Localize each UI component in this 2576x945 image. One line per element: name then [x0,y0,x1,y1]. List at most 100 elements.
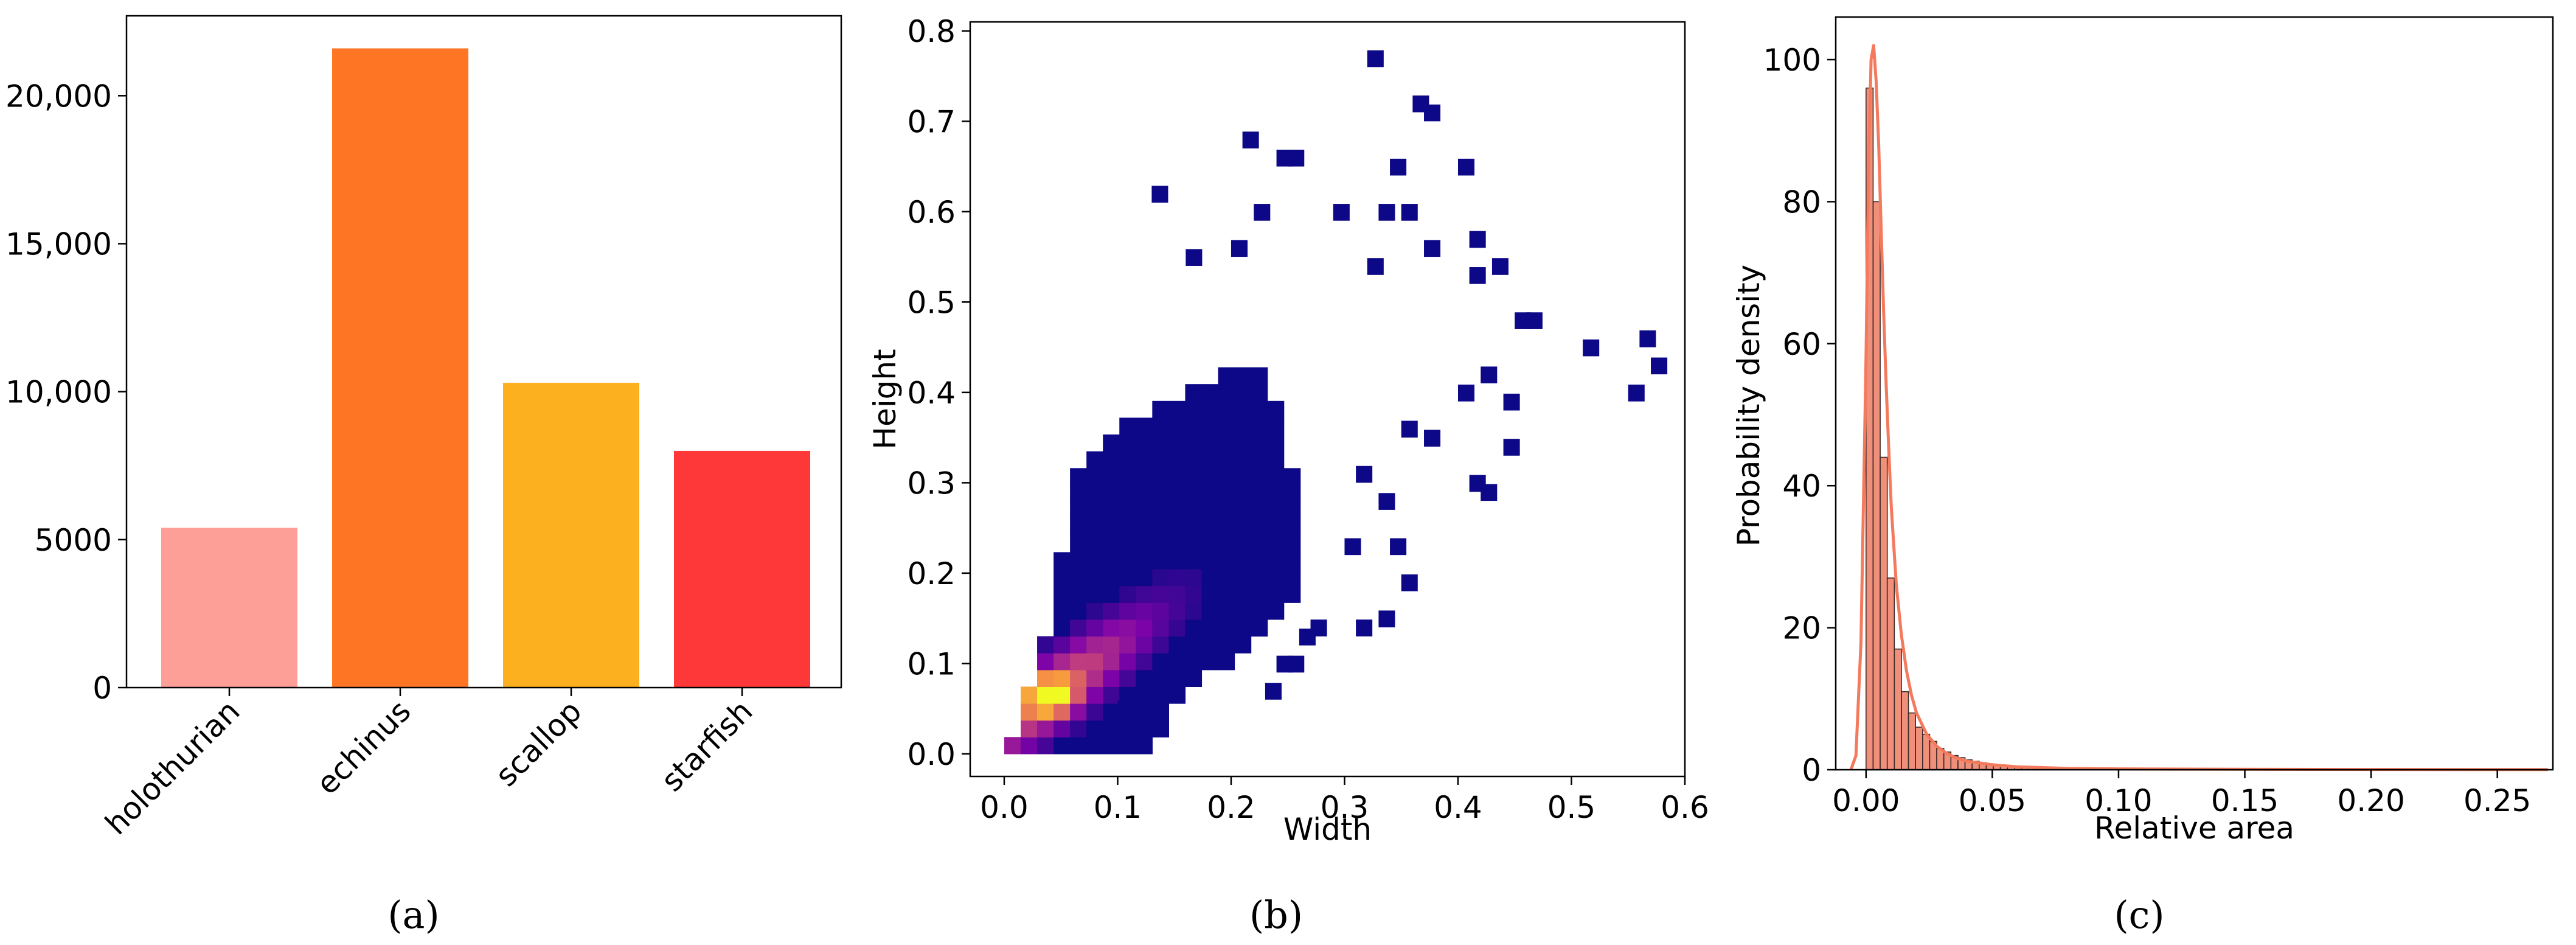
heatmap-cell [1168,501,1186,519]
heatmap-cell [1119,602,1136,620]
heatmap-outlier-cell [1457,158,1475,176]
heatmap-outlier-cell [1378,610,1395,627]
x-tick-label: 0.15 [2211,783,2279,818]
heatmap-outlier-cell [1390,158,1407,176]
heatmap-cell [1054,552,1071,570]
x-tick-label-starfish: starfish [654,693,760,798]
heatmap-cell [1103,619,1120,637]
heatmap-cell [1168,686,1186,704]
heatmap-cell [1168,602,1186,620]
heatmap-cell [1234,619,1252,637]
heatmap-cell [1234,434,1252,452]
heatmap-cell [1251,417,1268,435]
heatmap-outlier-cell [1639,330,1656,347]
heatmap-cell [1136,602,1153,620]
heatmap-cell [1136,653,1153,671]
heatmap-cell [1086,669,1103,687]
heatmap-outlier-cell [1491,258,1508,275]
heatmap-cell [1152,484,1169,503]
heatmap-cell [1086,501,1103,519]
heatmap-cell [1218,384,1235,402]
y-tick-label: 20 [1782,611,1821,646]
heatmap-cell [1234,535,1252,553]
heatmap-cell [1020,686,1038,704]
heatmap-cell [1152,535,1169,553]
heatmap-cell [1185,569,1203,587]
heatmap-cell [1152,468,1169,486]
x-tick-label: 0.0 [980,790,1029,825]
heatmap-outlier-cell [1457,385,1475,402]
heatmap-cell [1283,518,1301,536]
heatmap-cell [1201,417,1219,435]
heatmap-cell [1267,468,1285,486]
heatmap-cell [1054,686,1071,704]
heatmap-outlier-cell [1151,186,1168,203]
heatmap-cell [1136,484,1153,503]
histogram-bar [1908,712,1916,770]
bar-scallop [503,383,639,688]
chart-a-object-counts: 0 5000 10,000 15,000 20,000 holothurian echinu… [5,15,842,842]
heatmap-cell [1283,535,1301,553]
heatmap-outlier-cell [1628,385,1645,402]
heatmap-outlier-cell [1356,619,1373,636]
x-axis-label: Relative area [2094,811,2294,846]
heatmap-cell [1251,535,1268,553]
heatmap-cell [1201,434,1219,452]
heatmap-cell [1037,669,1054,687]
heatmap-cell [1234,569,1252,587]
heatmap-outlier-cell [1583,339,1600,357]
y-tick-label: 0 [92,671,112,706]
x-tick-label: 0.10 [2085,783,2152,818]
heatmap-cell [1136,585,1153,603]
heatmap-cell [1234,468,1252,486]
heatmap-cell [1086,720,1103,738]
heatmap-cell [1136,451,1153,469]
heatmap-cell [1103,720,1120,738]
heatmap-cell [1251,602,1268,620]
heatmap-cell [1119,669,1136,687]
heatmap-cell [1185,400,1203,419]
heatmap-cell [1168,569,1186,587]
histogram-bar [1880,456,1888,770]
heatmap-cell [1251,400,1268,419]
heatmap-cell [1267,434,1285,452]
heatmap-cell [1251,384,1268,402]
heatmap-cell [1119,569,1136,587]
heatmap-cell [1168,585,1186,603]
x-tick-label: 0.5 [1547,790,1596,825]
heatmap-cell [1218,417,1235,435]
heatmap-cell [1201,619,1219,637]
heatmap-cell [1070,636,1087,654]
heatmap-outlier-cell [1378,493,1395,510]
heatmap-cell [1119,484,1136,503]
heatmap-cell [1086,569,1103,587]
heatmap-cell [1168,468,1186,486]
heatmap-cell [1136,737,1153,755]
heatmap-cell [1152,636,1169,654]
heatmap-cell [1103,484,1120,503]
plot-frame [1835,16,2554,771]
heatmap-cell [1185,501,1203,519]
heatmap-cell [1136,686,1153,704]
heatmap-cell [1218,434,1235,452]
heatmap-cell [1103,653,1120,671]
heatmap-cell [1086,619,1103,637]
y-tick-label: 0.6 [907,195,956,230]
panel-label-c: (c) [2114,893,2164,937]
heatmap-outlier-cell [1401,420,1418,438]
heatmap-cell [1086,703,1103,721]
heatmap-cell [1152,720,1169,738]
heatmap-cell [1103,451,1120,469]
heatmap-cell [1218,451,1235,469]
heatmap-cell [1136,703,1153,721]
heatmap-outlier-cell [1526,312,1543,329]
heatmap-outlier-cell [1481,366,1498,384]
heatmap-cell [1119,552,1136,570]
bar-holothurian [161,528,297,688]
heatmap-cell [1103,602,1120,620]
heatmap-outlier-cell [1288,149,1305,167]
heatmap-cell [1152,585,1169,603]
heatmap-cell [1267,501,1285,519]
heatmap-cell [1152,417,1169,435]
heatmap-cell [1251,518,1268,536]
